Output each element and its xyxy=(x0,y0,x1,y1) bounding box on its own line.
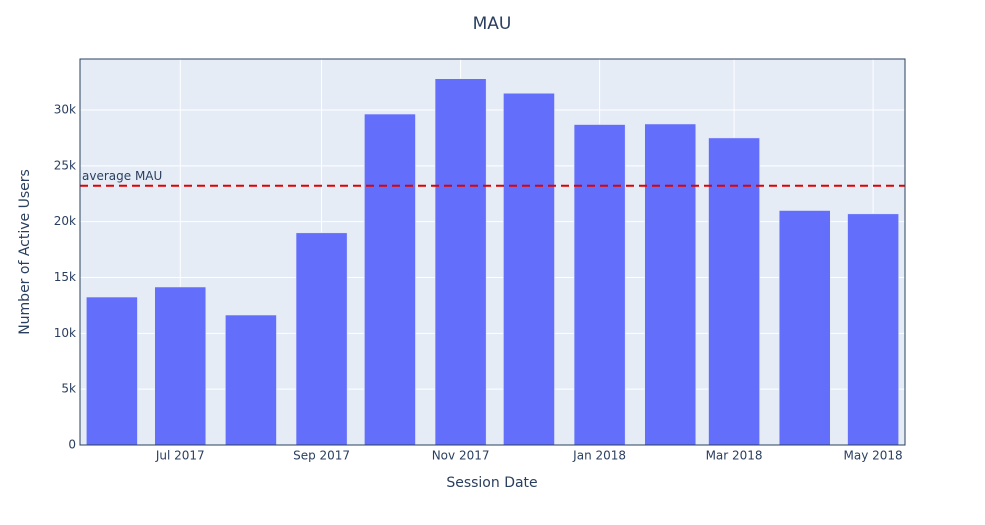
y-tick-label: 25k xyxy=(54,158,76,172)
x-tick-label: Jan 2018 xyxy=(572,449,626,463)
y-tick-label: 10k xyxy=(54,326,76,340)
x-tick-label: Jul 2017 xyxy=(155,449,205,463)
x-tick-label: May 2018 xyxy=(844,449,903,463)
y-tick-label: 0 xyxy=(68,438,76,452)
bar xyxy=(364,113,416,446)
y-tick-label: 15k xyxy=(54,270,76,284)
plot-area xyxy=(80,59,905,445)
bar xyxy=(847,213,899,446)
bar xyxy=(573,124,626,446)
bar xyxy=(708,137,760,446)
y-axis-title: Number of Active Users xyxy=(17,169,33,335)
bar xyxy=(434,78,487,446)
plot-frame xyxy=(79,58,906,446)
bar xyxy=(644,123,697,446)
x-axis-title: Session Date xyxy=(446,475,537,491)
bar xyxy=(225,314,277,446)
bar xyxy=(503,93,555,446)
bar xyxy=(295,232,348,446)
average-label: average MAU xyxy=(82,169,162,183)
y-tick-label: 20k xyxy=(54,214,76,228)
y-tick-label: 5k xyxy=(61,382,76,396)
y-tick-label: 30k xyxy=(54,103,76,117)
bar xyxy=(154,286,207,446)
chart-title: MAU xyxy=(473,14,512,34)
x-tick-label: Mar 2018 xyxy=(706,449,763,463)
bar xyxy=(778,210,831,446)
x-tick-label: Nov 2017 xyxy=(432,449,490,463)
bar xyxy=(86,296,138,446)
x-tick-label: Sep 2017 xyxy=(293,449,350,463)
